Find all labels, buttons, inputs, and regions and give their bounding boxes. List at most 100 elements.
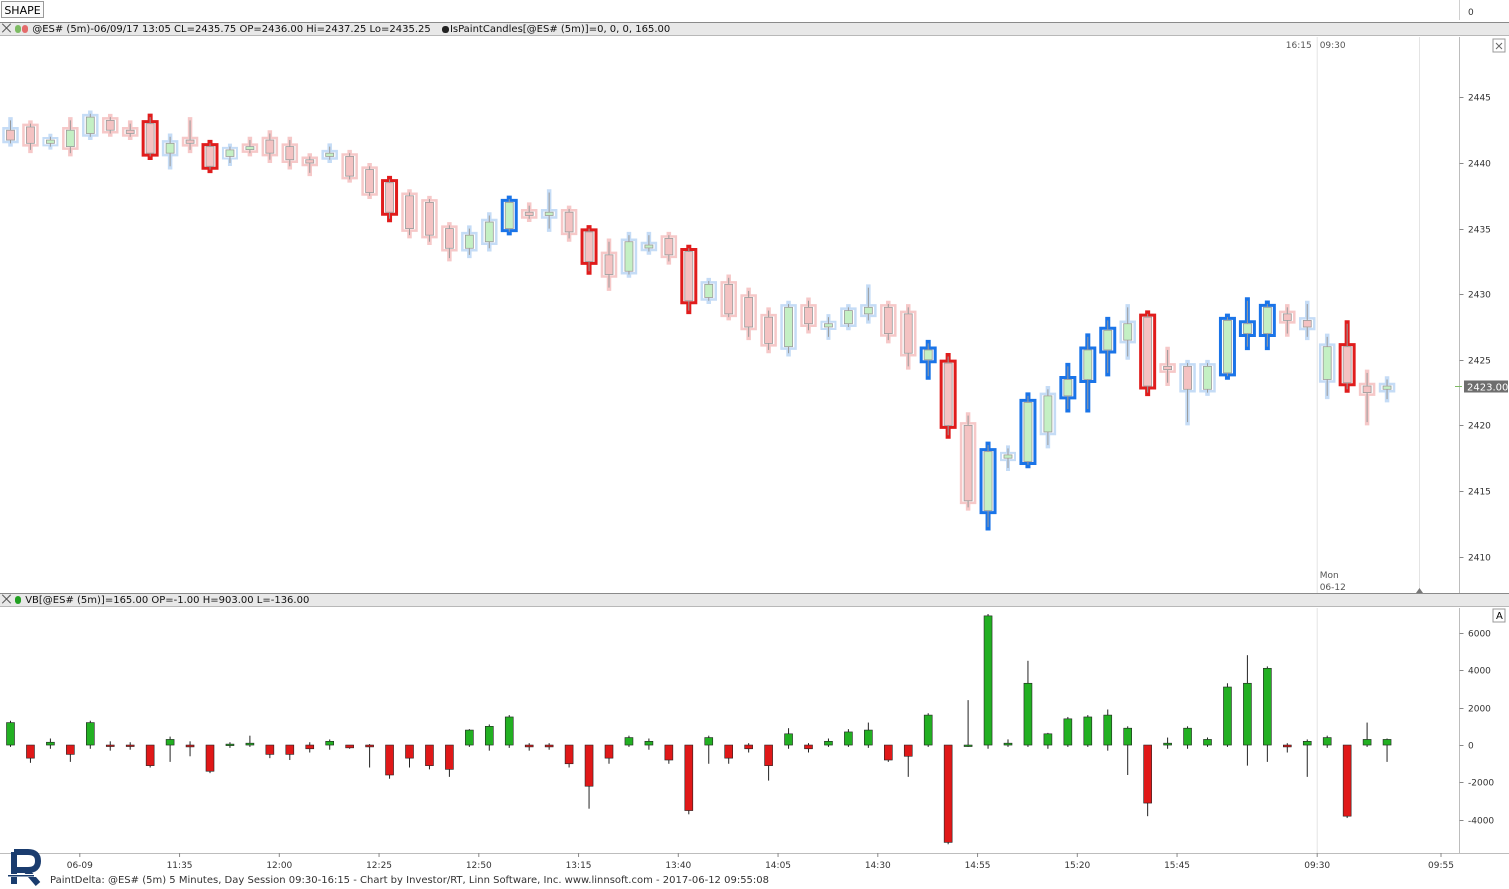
candle-body bbox=[863, 306, 873, 315]
delta-body bbox=[185, 744, 195, 748]
candle bbox=[1079, 333, 1097, 413]
price-tick-label: 2410 bbox=[1468, 554, 1491, 564]
delta-bar bbox=[125, 742, 135, 750]
delta-body bbox=[325, 740, 335, 746]
candle-body bbox=[1143, 316, 1153, 387]
candle bbox=[341, 149, 358, 183]
scale-mode-button: A bbox=[1496, 611, 1503, 622]
delta-bar bbox=[844, 729, 853, 747]
delta-body bbox=[385, 744, 394, 776]
delta-bar bbox=[1123, 726, 1132, 775]
delta-bar bbox=[1023, 660, 1033, 747]
delta-body bbox=[1003, 742, 1013, 746]
delta-bar bbox=[943, 744, 953, 845]
candle-body bbox=[484, 221, 494, 243]
close-icon[interactable] bbox=[2, 23, 12, 33]
delta-chart[interactable]: A -4000 -2000 0 2000 4000 6000 bbox=[0, 608, 1509, 853]
delta-bar bbox=[1382, 738, 1392, 762]
candle-body bbox=[105, 119, 115, 131]
candle bbox=[141, 113, 159, 160]
candle-body bbox=[664, 238, 674, 256]
candle bbox=[82, 110, 99, 141]
delta-bar bbox=[365, 744, 374, 768]
candle-body bbox=[1083, 349, 1093, 380]
candle bbox=[600, 238, 618, 291]
delta-body bbox=[86, 722, 95, 746]
candle bbox=[1279, 304, 1296, 337]
candle bbox=[441, 222, 458, 262]
delta-body bbox=[883, 744, 893, 761]
candle bbox=[281, 136, 299, 170]
candle bbox=[1119, 304, 1136, 360]
delta-body bbox=[145, 744, 155, 766]
time-label: 13:15 bbox=[566, 861, 592, 871]
time-label: 09:30 bbox=[1304, 861, 1330, 871]
delta-bar bbox=[26, 744, 35, 763]
delta-body bbox=[26, 744, 35, 759]
candle bbox=[481, 212, 498, 252]
candle bbox=[820, 314, 837, 340]
delta-bar bbox=[684, 744, 694, 815]
price-chart[interactable]: 2410 2415 2420 2425 2430 2435 2440 2445 16:15 09:… bbox=[0, 37, 1509, 594]
delta-body bbox=[1203, 739, 1212, 746]
delta-tick-label: -4000 bbox=[1468, 817, 1494, 827]
time-label: 14:05 bbox=[765, 861, 791, 871]
delta-body bbox=[684, 744, 694, 811]
time-label: 14:30 bbox=[865, 861, 891, 871]
candle bbox=[680, 244, 698, 315]
delta-bar bbox=[704, 735, 714, 764]
time-label: 11:35 bbox=[167, 861, 193, 871]
candle-body bbox=[6, 129, 15, 141]
delta-body bbox=[524, 744, 534, 748]
delta-bar bbox=[145, 744, 155, 768]
close-icon[interactable] bbox=[2, 594, 12, 604]
delta-bar bbox=[165, 736, 175, 762]
top-scale-label: 0 bbox=[1468, 8, 1474, 18]
delta-body bbox=[1123, 727, 1132, 746]
candle-body bbox=[1063, 379, 1073, 397]
last-price-label: 2423.00 bbox=[1467, 383, 1508, 394]
price-tick-label: 2445 bbox=[1468, 94, 1491, 104]
shape-button[interactable]: SHAPE bbox=[1, 1, 44, 18]
candle bbox=[979, 441, 997, 531]
delta-body bbox=[804, 744, 813, 750]
delta-body bbox=[864, 729, 873, 746]
candle bbox=[361, 163, 378, 200]
candle bbox=[939, 353, 957, 439]
candle bbox=[1218, 313, 1236, 380]
delta-body bbox=[824, 740, 833, 746]
delta-body bbox=[445, 744, 454, 770]
delta-bar bbox=[185, 741, 195, 757]
candle-body bbox=[584, 231, 594, 262]
candle-body bbox=[1362, 385, 1372, 393]
delta-body bbox=[844, 731, 853, 746]
candle-body bbox=[425, 201, 434, 236]
delta-body bbox=[1362, 739, 1372, 746]
candle-body bbox=[624, 241, 634, 272]
candle-body bbox=[604, 254, 614, 275]
delta-bar bbox=[465, 729, 474, 747]
candle bbox=[1338, 320, 1356, 393]
delta-bar bbox=[524, 743, 534, 751]
delta-body bbox=[1043, 733, 1053, 746]
candle bbox=[301, 153, 318, 177]
candle-body bbox=[784, 306, 793, 348]
delta-bar bbox=[1223, 683, 1232, 747]
candle-body bbox=[704, 283, 714, 298]
candle-body bbox=[544, 211, 554, 216]
study-color-icon bbox=[15, 596, 21, 604]
candle-body bbox=[923, 349, 933, 361]
price-panel-title-bar: @ES# (5m)-06/09/17 13:05 CL=2435.75 OP=2… bbox=[0, 22, 1509, 36]
delta-bar bbox=[804, 743, 813, 753]
candle-body bbox=[684, 251, 694, 302]
candle-body bbox=[1123, 323, 1133, 341]
delta-bar bbox=[1103, 709, 1113, 751]
delta-body bbox=[1322, 737, 1332, 746]
candle bbox=[1059, 362, 1077, 413]
delta-body bbox=[1063, 718, 1073, 746]
candle bbox=[22, 120, 39, 154]
delta-body bbox=[983, 615, 993, 746]
candle bbox=[1159, 346, 1176, 387]
candle-body bbox=[245, 146, 255, 151]
price-panel-title: @ES# (5m)-06/09/17 13:05 CL=2435.75 OP=2… bbox=[32, 24, 431, 35]
